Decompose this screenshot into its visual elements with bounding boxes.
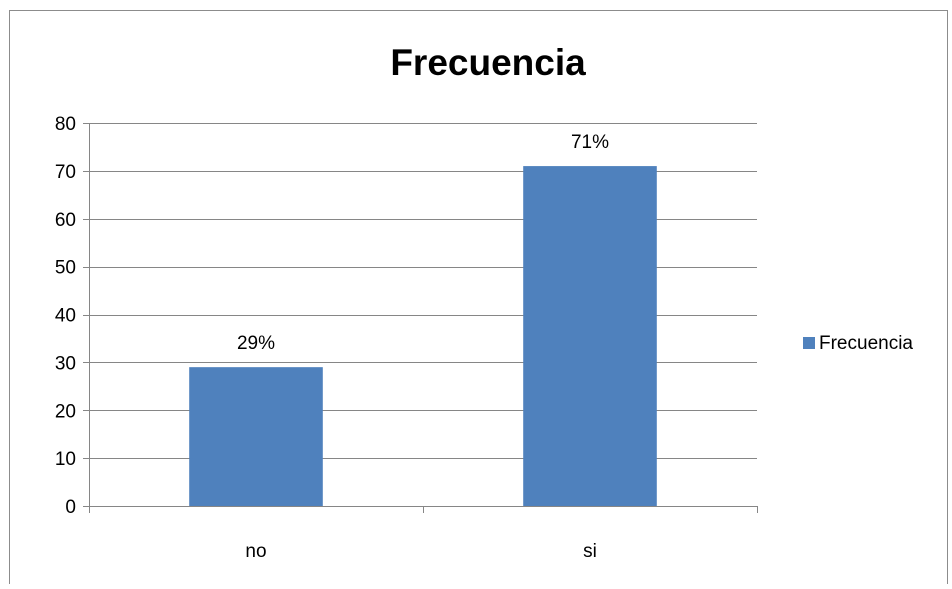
x-tick-label: no (245, 541, 266, 562)
y-tick-label: 50 (55, 258, 76, 279)
x-tick-label: si (583, 541, 597, 562)
legend: Frecuencia (803, 333, 913, 354)
y-tick-label: 70 (55, 162, 76, 183)
bars (189, 166, 657, 506)
chart-title: Frecuencia (390, 42, 586, 83)
data-label: 71% (571, 132, 609, 153)
axes: 0 10 20 30 40 50 60 70 80 no si (55, 114, 758, 562)
data-labels: 29% 71% (237, 132, 609, 354)
y-tick-label: 40 (55, 306, 76, 327)
bar-si (523, 166, 657, 506)
y-tick-label: 30 (55, 353, 76, 374)
y-tick-label: 20 (55, 401, 76, 422)
data-label: 29% (237, 333, 275, 354)
legend-label: Frecuencia (819, 333, 913, 354)
y-tick-label: 10 (55, 449, 76, 470)
y-tick-label: 80 (55, 114, 76, 135)
y-tick-label: 60 (55, 210, 76, 231)
bar-no (189, 367, 323, 506)
legend-swatch (803, 337, 815, 349)
chart-frame (9, 10, 948, 584)
y-tick-label: 0 (65, 497, 76, 518)
